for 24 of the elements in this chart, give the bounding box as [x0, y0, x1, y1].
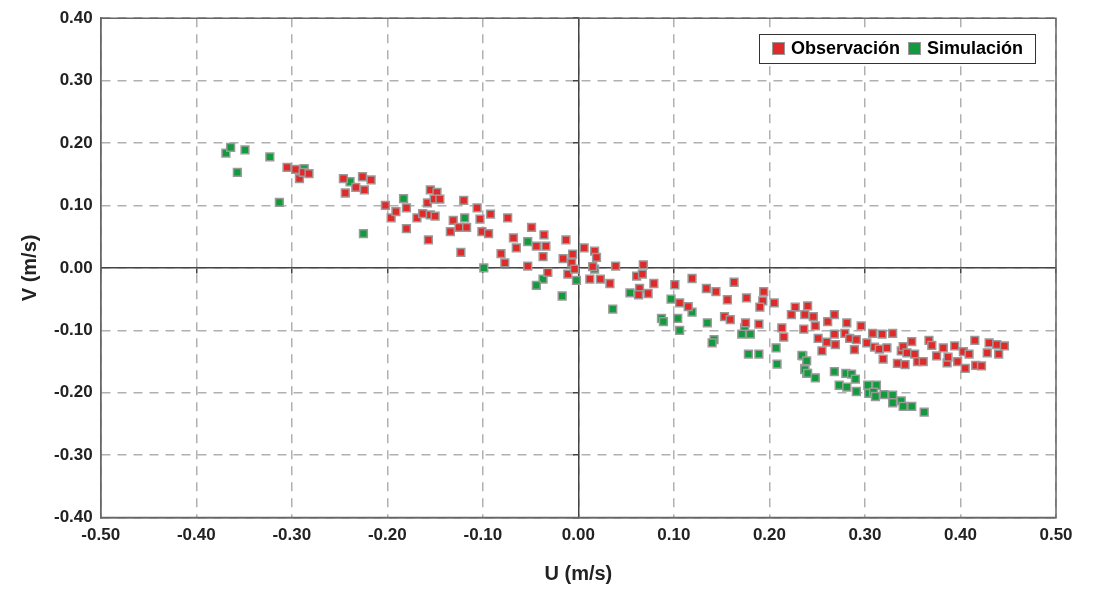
y-tick-label: 0.00 [59, 257, 93, 277]
x-tick-label: -0.40 [176, 525, 216, 545]
y-tick-label: 0.30 [59, 70, 93, 90]
y-tick-label: 0.10 [59, 195, 93, 215]
legend-label: Observación [791, 38, 901, 60]
x-tick-label: 0.30 [848, 525, 882, 545]
y-tick-label: -0.30 [54, 444, 93, 464]
y-axis-title: V (m/s) [17, 234, 40, 302]
x-tick-label: -0.50 [81, 525, 121, 545]
y-tick-label: 0.40 [59, 7, 93, 27]
y-tick-label: -0.20 [54, 382, 93, 402]
y-tick-label: -0.10 [54, 320, 93, 340]
y-tick-label: -0.40 [54, 507, 93, 527]
x-tick-label: -0.10 [463, 525, 503, 545]
x-axis-title: U (m/s) [544, 561, 613, 584]
y-tick-label: 0.20 [59, 132, 93, 152]
x-tick-label: -0.30 [272, 525, 312, 545]
legend-label: Simulación [927, 38, 1024, 60]
x-tick-label: 0.40 [943, 525, 978, 545]
x-tick-label: 0.20 [752, 525, 786, 545]
x-tick-label: 0.10 [657, 525, 691, 545]
x-tick-label: 0.50 [1039, 525, 1073, 545]
x-tick-label: 0.00 [561, 525, 595, 545]
x-tick-label: -0.20 [367, 525, 407, 545]
